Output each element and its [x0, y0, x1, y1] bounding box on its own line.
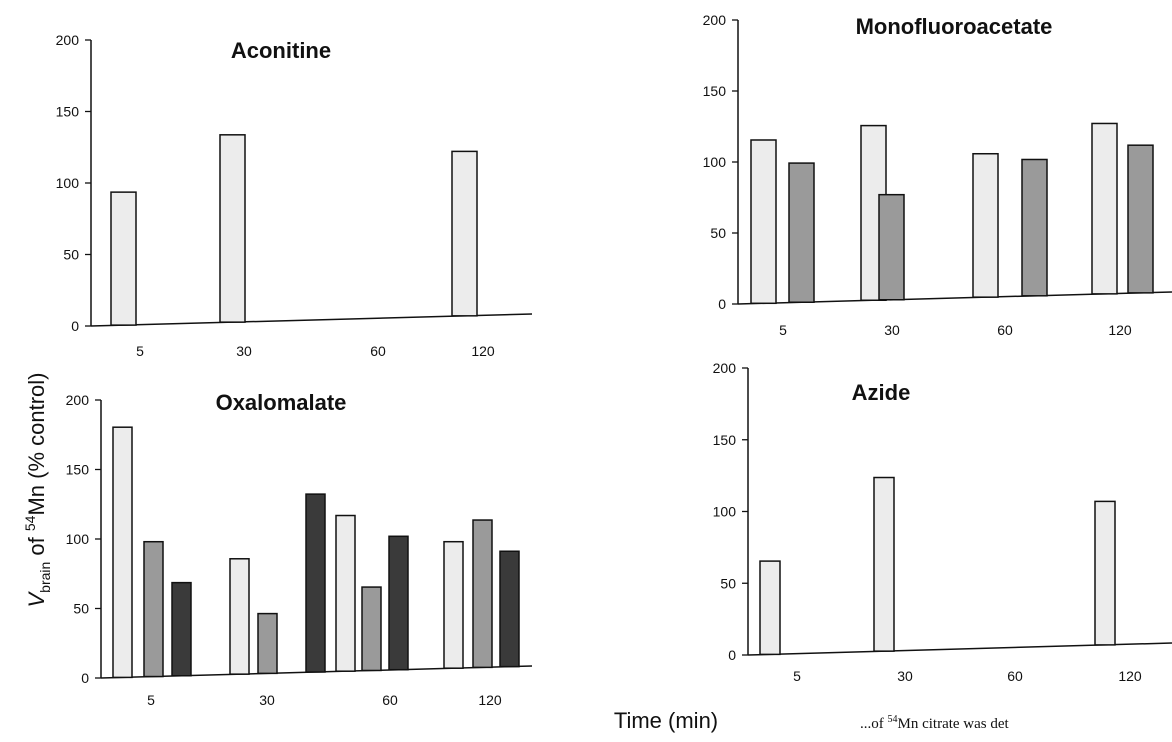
bar-oxalomalate-s3-30: [305, 493, 326, 673]
bar-azide-s1-120: [1094, 500, 1116, 646]
caption-tail: Mn citrate was det: [898, 716, 1010, 732]
y-tick-label: 200: [56, 32, 80, 48]
ylabel-tail: Mn (% control): [24, 372, 49, 515]
y-tick-label: 100: [713, 504, 737, 520]
bar-aconitine-s1-120: [451, 150, 478, 317]
y-tick-label: 100: [703, 154, 727, 170]
bar-aconitine-s1-5: [110, 191, 137, 326]
y-tick-label: 150: [703, 83, 727, 99]
bar-oxalomalate-s2-60: [361, 586, 382, 672]
bar-oxalomalate-s2-120: [472, 519, 493, 669]
bar-azide-s1-30: [873, 476, 895, 652]
panel-azide: 0 50 100 150 200 5 30 60 120 Azide: [713, 360, 1172, 684]
x-tick-label: 5: [793, 668, 801, 684]
bar-oxalomalate-s1-5: [112, 426, 133, 679]
y-tick-label: 0: [728, 647, 736, 663]
bar-oxalomalate-s3-5: [171, 581, 192, 677]
panel-title: Oxalomalate: [216, 390, 347, 415]
caption-fragment: ...of 54Mn citrate was det: [860, 714, 1010, 732]
y-tick-label: 50: [710, 225, 726, 241]
bar-oxalomalate-s1-30: [229, 558, 250, 675]
x-tick-label: 60: [997, 322, 1013, 338]
panel-title: Aconitine: [231, 38, 331, 63]
x-tick-label: 30: [884, 322, 900, 338]
x-tick-label: 60: [382, 692, 398, 708]
bar-monofluoroacetate-s2-30: [878, 193, 905, 301]
y-tick-label: 150: [713, 432, 737, 448]
panel-title: Monofluoroacetate: [856, 14, 1053, 39]
bar-oxalomalate-s1-120: [443, 540, 464, 669]
bar-monofluoroacetate-s1-120: [1091, 122, 1118, 295]
bar-monofluoroacetate-s2-120: [1127, 144, 1154, 294]
panel-oxalomalate: 0 50 100 150 200 5 30 60 120 Oxalomalate: [66, 390, 533, 708]
ylabel-symbol: V: [24, 591, 49, 608]
bar-oxalomalate-s2-30: [257, 612, 278, 675]
y-tick-label: 150: [66, 462, 90, 478]
x-tick-label: 5: [779, 322, 787, 338]
bar-oxalomalate-s3-60: [388, 535, 409, 671]
x-tick-label: 120: [478, 692, 502, 708]
x-tick-label: 30: [259, 692, 275, 708]
caption-prefix: ...of: [860, 716, 888, 732]
bar-monofluoroacetate-s1-60: [972, 152, 999, 298]
y-tick-label: 50: [63, 247, 79, 263]
y-tick-label: 150: [56, 104, 80, 120]
bar-aconitine-s1-30: [219, 134, 246, 323]
y-tick-label: 200: [713, 360, 737, 376]
panel-title: Azide: [852, 380, 911, 405]
ylabel-superscript: 54: [22, 515, 38, 531]
ylabel-text: of: [24, 531, 49, 562]
y-tick-label: 200: [66, 392, 90, 408]
y-tick-label: 100: [66, 531, 90, 547]
bar-azide-s1-5: [759, 560, 781, 656]
panel-aconitine: 0 50 100 150 200 5 30 60 120 Aconitine: [56, 32, 533, 359]
x-tick-label: 5: [136, 343, 144, 359]
y-tick-label: 0: [71, 318, 79, 334]
x-tick-label: 120: [1118, 668, 1142, 684]
bar-monofluoroacetate-s1-5: [750, 139, 777, 305]
x-tick-label: 30: [897, 668, 913, 684]
x-tick-label: 5: [147, 692, 155, 708]
y-tick-label: 50: [720, 575, 736, 591]
bar-oxalomalate-s3-120: [499, 550, 520, 668]
bar-monofluoroacetate-s2-5: [788, 162, 815, 303]
bar-oxalomalate-s2-5: [143, 540, 164, 678]
x-tick-label: 60: [370, 343, 386, 359]
y-tick-label: 0: [718, 296, 726, 312]
shared-y-axis-label: Vbrain of 54Mn (% control): [22, 372, 53, 607]
y-tick-label: 200: [703, 12, 727, 28]
y-tick-label: 50: [73, 601, 89, 617]
x-tick-label: 120: [471, 343, 495, 359]
x-tick-label: 60: [1007, 668, 1023, 684]
x-tick-label: 30: [236, 343, 252, 359]
y-tick-label: 0: [81, 670, 89, 686]
bar-monofluoroacetate-s2-60: [1021, 158, 1048, 297]
bar-oxalomalate-s1-60: [335, 514, 356, 672]
y-tick-label: 100: [56, 175, 80, 191]
shared-x-axis-label: Time (min): [614, 708, 718, 733]
panel-monofluoroacetate: 0 50 100 150 200 5 30 60 120 Monofluoroacetate: [703, 12, 1172, 338]
x-tick-label: 120: [1108, 322, 1132, 338]
caption-superscript: 54: [888, 714, 898, 725]
ylabel-subscript: brain: [37, 562, 53, 593]
